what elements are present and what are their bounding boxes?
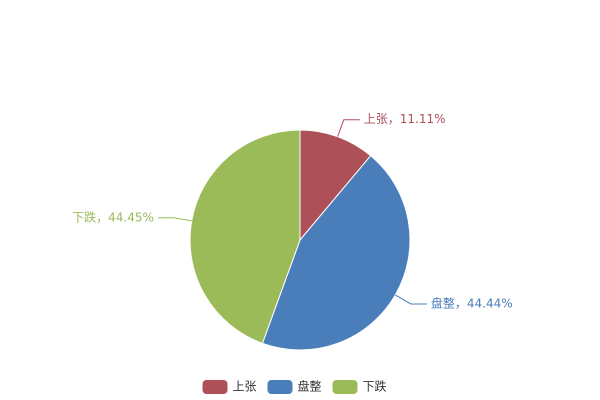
leader-line: [395, 294, 427, 305]
legend-label: 下跌: [363, 379, 387, 394]
legend-swatch: [267, 380, 293, 394]
pie-slice: [299, 129, 372, 242]
data-label: 下跌，44.45%: [72, 209, 154, 224]
legend-swatch: [202, 380, 228, 394]
data-label: 盘整，44.44%: [431, 295, 513, 310]
legend-label: 上张: [233, 380, 257, 394]
leader-line: [337, 119, 360, 137]
data-label: 上张，11.11%: [364, 112, 446, 126]
legend-label: 盘整: [298, 379, 322, 394]
legend-swatch: [332, 380, 358, 394]
pie-slice: [189, 129, 301, 345]
pie-slice: [261, 155, 411, 351]
leader-line: [157, 217, 192, 222]
